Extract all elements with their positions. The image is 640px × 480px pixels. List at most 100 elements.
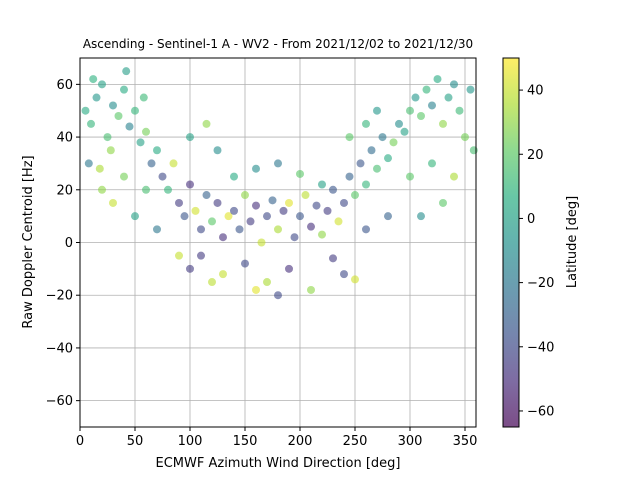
x-tick-label: 200 bbox=[288, 434, 313, 449]
scatter-point bbox=[439, 198, 447, 207]
scatter-point bbox=[433, 75, 442, 84]
scatter-point bbox=[274, 291, 282, 300]
scatter-point bbox=[153, 225, 161, 234]
scatter-point bbox=[274, 225, 282, 234]
scatter-point bbox=[312, 201, 321, 210]
scatter-point bbox=[351, 191, 359, 200]
scatter-point bbox=[400, 127, 409, 136]
scatter-point bbox=[417, 111, 425, 120]
chart-title: Ascending - Sentinel-1 A - WV2 - From 20… bbox=[83, 37, 473, 51]
scatter-point bbox=[329, 185, 337, 194]
scatter-point bbox=[263, 278, 271, 287]
scatter-point bbox=[290, 233, 299, 242]
scatter-point bbox=[122, 67, 131, 76]
scatter-point bbox=[213, 146, 222, 155]
scatter-point bbox=[180, 212, 189, 221]
scatter-point bbox=[428, 159, 436, 168]
scatter-point bbox=[81, 106, 90, 115]
scatter-point bbox=[263, 212, 271, 221]
scatter-point bbox=[444, 93, 453, 102]
scatter-point bbox=[301, 191, 310, 200]
scatter-point bbox=[252, 164, 260, 173]
scatter-point bbox=[142, 127, 150, 136]
scatter-point bbox=[252, 285, 260, 294]
scatter-point bbox=[367, 146, 376, 155]
scatter-point bbox=[136, 138, 145, 147]
scatter-points bbox=[81, 67, 478, 300]
scatter-point bbox=[142, 185, 150, 194]
scatter-point bbox=[285, 198, 293, 207]
scatter-point bbox=[296, 212, 304, 221]
y-tick-label: 60 bbox=[56, 78, 73, 93]
scatter-point bbox=[224, 212, 233, 221]
scatter-point bbox=[175, 198, 183, 207]
scatter-point bbox=[202, 119, 211, 128]
scatter-point bbox=[378, 133, 387, 142]
scatter-point bbox=[406, 106, 414, 115]
scatter-point bbox=[241, 259, 249, 268]
x-tick-label: 0 bbox=[76, 434, 84, 449]
scatter-point bbox=[455, 106, 464, 115]
scatter-point bbox=[109, 198, 117, 207]
scatter-point bbox=[285, 264, 293, 273]
y-tick-label: 20 bbox=[56, 183, 73, 198]
scatter-point bbox=[120, 85, 128, 94]
scatter-point bbox=[103, 133, 112, 142]
colorbar-tick-label: −60 bbox=[527, 404, 554, 419]
scatter-point bbox=[175, 251, 183, 260]
scatter-point bbox=[257, 238, 266, 247]
scatter-point bbox=[274, 159, 282, 168]
scatter-point bbox=[131, 212, 139, 221]
x-tick-label: 250 bbox=[343, 434, 368, 449]
scatter-point bbox=[373, 106, 381, 115]
scatter-point bbox=[106, 146, 115, 155]
colorbar-frame bbox=[502, 57, 520, 428]
scatter-point bbox=[362, 119, 370, 128]
scatter-point bbox=[461, 133, 469, 142]
colorbar-tick-label: 0 bbox=[527, 212, 535, 227]
scatter-point bbox=[89, 75, 98, 84]
scatter-point bbox=[84, 159, 93, 168]
scatter-point bbox=[334, 217, 343, 226]
scatter-point bbox=[246, 217, 255, 226]
colorbar-label: Latitude [deg] bbox=[565, 196, 580, 288]
x-tick-label: 350 bbox=[453, 434, 478, 449]
scatter-point bbox=[345, 133, 354, 142]
scatter-point bbox=[428, 101, 436, 110]
scatter-point bbox=[153, 146, 161, 155]
scatter-point bbox=[329, 254, 337, 263]
x-tick-label: 150 bbox=[233, 434, 258, 449]
colorbar-tick-label: −20 bbox=[527, 276, 554, 291]
scatter-point bbox=[219, 270, 227, 279]
x-tick-label: 100 bbox=[178, 434, 203, 449]
scatter-point bbox=[466, 85, 475, 94]
colorbar-ticks: −60 −40 −20 0 20 40 bbox=[519, 84, 554, 419]
colorbar-tick-label: 40 bbox=[527, 84, 544, 99]
scatter-point bbox=[169, 159, 178, 168]
y-axis-label: Raw Doppler Centroid [Hz] bbox=[21, 155, 36, 328]
scatter-point bbox=[362, 225, 370, 234]
scatter-point bbox=[98, 185, 106, 194]
scatter-point bbox=[268, 196, 277, 205]
scatter-point bbox=[439, 119, 447, 128]
scatter-point bbox=[197, 251, 205, 260]
scatter-point bbox=[318, 180, 326, 189]
scatter-point bbox=[318, 230, 326, 239]
scatter-point bbox=[164, 185, 172, 194]
y-tick-label: −20 bbox=[46, 289, 73, 304]
scatter-point bbox=[307, 222, 315, 231]
scatter-point bbox=[417, 212, 425, 221]
scatter-point bbox=[186, 264, 194, 273]
colorbar-tick-label: 20 bbox=[527, 148, 544, 163]
y-tick-label: 0 bbox=[65, 236, 73, 251]
x-ticks: 0 50 100 150 200 250 300 350 bbox=[76, 427, 478, 449]
x-axis-label: ECMWF Azimuth Wind Direction [deg] bbox=[156, 456, 401, 471]
scatter-point bbox=[213, 198, 222, 207]
scatter-point bbox=[114, 111, 123, 120]
scatter-point bbox=[186, 180, 194, 189]
colorbar bbox=[503, 58, 519, 427]
scatter-point bbox=[202, 191, 211, 200]
scatter-point bbox=[241, 191, 249, 200]
scatter-point bbox=[384, 212, 392, 221]
scatter-point bbox=[345, 172, 354, 181]
